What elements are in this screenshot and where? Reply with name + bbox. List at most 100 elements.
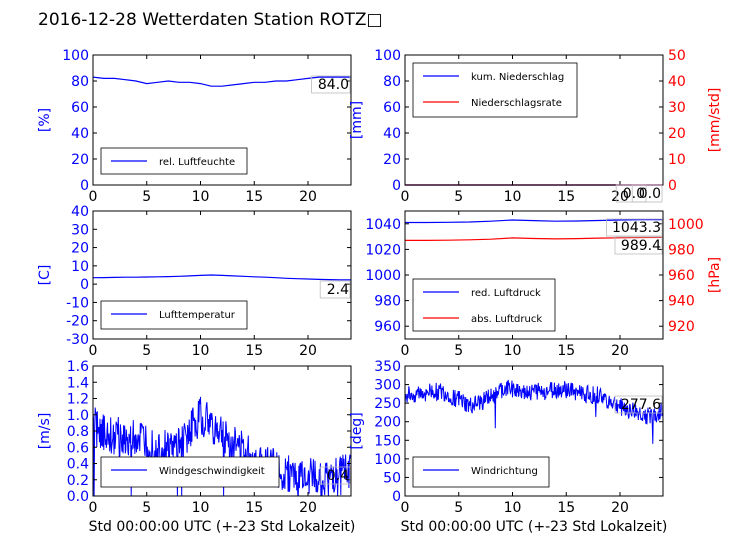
p6-current-value-0: 277.6 (621, 397, 661, 413)
p6-y-tick-label: 50 (383, 470, 401, 486)
p6-legend-entry-0: Windrichtung (471, 466, 538, 477)
p1-current-value-0: 84.0 (318, 77, 349, 93)
p1-x-tick-label: 10 (192, 189, 210, 205)
p1-x-tick-label: 15 (245, 189, 263, 205)
p5-legend (100, 456, 280, 488)
p4-current-value-1: 989.4 (621, 238, 661, 254)
p4-y-right-tick-label: 1000 (668, 217, 704, 233)
p3-y-tick-label: 0 (80, 277, 89, 293)
p6-x-tick-label: 15 (557, 500, 575, 516)
p5-y-tick-label: 1.2 (67, 392, 89, 408)
p3-x-tick-label: 15 (245, 343, 263, 359)
p4-x-tick-label: 5 (454, 343, 463, 359)
p6-x-tick-label: 20 (611, 500, 629, 516)
p4-y-tick-label: 1000 (365, 268, 401, 284)
p6-y-tick-label: 100 (374, 452, 401, 468)
p3-y-tick-label: -30 (66, 332, 89, 348)
p5-current-value-0: 0.4 (327, 468, 349, 484)
p2-x-tick-label: 10 (504, 189, 522, 205)
p4-y-right-tick-label: 960 (668, 268, 695, 284)
p2-current-value-1: 0.0 (639, 186, 661, 202)
p3-y-tick-label: -10 (66, 295, 89, 311)
p5-x-tick-label: 0 (89, 500, 98, 516)
p5-y-tick-label: 1.6 (67, 359, 89, 375)
p4-x-tick-label: 0 (401, 343, 410, 359)
p4-y-right-tick-label: 920 (668, 319, 695, 335)
p5-series-line-0 (92, 396, 352, 497)
p5-y-tick-label: 0.0 (67, 489, 89, 505)
p5-x-tick-label: 20 (299, 500, 317, 516)
p2-y-tick-label: 100 (374, 48, 401, 64)
p4-x-tick-label: 15 (557, 343, 575, 359)
p6-y-tick-label: 350 (374, 359, 401, 375)
p4-y-tick-label: 1040 (365, 217, 401, 233)
p2-x-tick-label: 5 (454, 189, 463, 205)
p2-y-right-tick-label: 40 (668, 74, 686, 90)
p6-panel: 0 5 10 15 20050100150200250300350[deg]Windri… (349, 359, 667, 535)
p4-x-tick-label: 10 (504, 343, 522, 359)
p1-y-axis-label: [%] (37, 108, 53, 132)
p1-x-tick-label: 0 (89, 189, 98, 205)
p6-y-tick-label: 250 (374, 396, 401, 412)
p5-x-tick-label: 5 (142, 500, 151, 516)
p6-x-axis-label: Std 00:00:00 UTC (+-23 Std Lokalzeit) (401, 519, 668, 535)
p3-x-tick-label: 10 (192, 343, 210, 359)
p2-x-tick-label: 15 (557, 189, 575, 205)
p4-y-right-axis-label: [hPa] (707, 257, 723, 293)
p3-current-value-0: 2.4 (327, 282, 349, 298)
p2-y-tick-label: 60 (383, 100, 401, 116)
p4-panel: 0 5 10 15 20 960 980 1000 1020 1040 920 940 960 980 10… (365, 210, 723, 359)
p6-legend (412, 456, 550, 488)
p1-axes-frame (92, 54, 352, 186)
p2-y-tick-label: 20 (383, 152, 401, 168)
p5-y-tick-label: 1.0 (67, 408, 89, 424)
p3-x-tick-label: 20 (299, 343, 317, 359)
p6-series-line-0 (404, 379, 664, 444)
p4-legend-entry-1: abs. Luftdruck (471, 314, 542, 325)
p6-x-tick-label: 10 (504, 500, 522, 516)
p2-y-right-tick-label: 10 (668, 152, 686, 168)
p1-y-tick-label: 100 (62, 48, 89, 64)
p5-y-tick-label: 0.6 (67, 440, 89, 456)
p2-axes-frame (404, 54, 664, 186)
p5-y-tick-label: 0.2 (67, 473, 89, 489)
p1-x-tick-label: 5 (142, 189, 151, 205)
p3-x-tick-label: 0 (89, 343, 98, 359)
p3-y-tick-label: 40 (71, 204, 89, 220)
p4-x-tick-label: 20 (611, 343, 629, 359)
p3-series-line-0 (92, 274, 351, 281)
p5-y-axis-label: [m/s] (37, 413, 53, 450)
p3-y-axis-label: [C] (37, 265, 53, 286)
p6-y-tick-label: 150 (374, 433, 401, 449)
p5-y-tick-label: 0.8 (67, 424, 89, 440)
p6-y-axis-label: [deg] (349, 412, 365, 449)
p3-y-tick-label: 30 (71, 222, 89, 238)
p3-legend-entry-0: Lufttemperatur (159, 310, 236, 321)
p3-y-tick-label: -20 (66, 314, 89, 330)
p2-y-tick-label: 0 (392, 178, 401, 194)
p2-y-axis-label: [mm] (349, 101, 365, 139)
p4-y-right-tick-label: 980 (668, 242, 695, 258)
p3-axes-frame (92, 210, 352, 340)
p6-axes-frame (404, 365, 664, 497)
p4-y-tick-label: 1020 (365, 242, 401, 258)
p4-current-value-0: 1043.3 (612, 220, 661, 236)
p3-x-tick-label: 5 (142, 343, 151, 359)
p2-legend (412, 62, 578, 118)
p6-x-tick-label: 5 (454, 500, 463, 516)
p1-y-tick-label: 20 (71, 152, 89, 168)
p4-y-tick-label: 960 (374, 319, 401, 335)
p1-legend-entry-0: rel. Luftfeuchte (159, 157, 235, 168)
p2-y-tick-label: 40 (383, 126, 401, 142)
p6-x-tick-label: 0 (401, 500, 410, 516)
p1-y-tick-label: 40 (71, 126, 89, 142)
p2-legend-entry-1: Niederschlagsrate (471, 98, 562, 109)
p1-x-tick-label: 20 (299, 189, 317, 205)
p6-y-tick-label: 0 (392, 489, 401, 505)
p5-x-tick-label: 10 (192, 500, 210, 516)
p2-y-right-tick-label: 50 (668, 48, 686, 64)
p1-series-line-0 (92, 76, 351, 87)
p4-legend (412, 278, 556, 332)
p1-y-tick-label: 0 (80, 178, 89, 194)
p3-legend (100, 300, 248, 330)
